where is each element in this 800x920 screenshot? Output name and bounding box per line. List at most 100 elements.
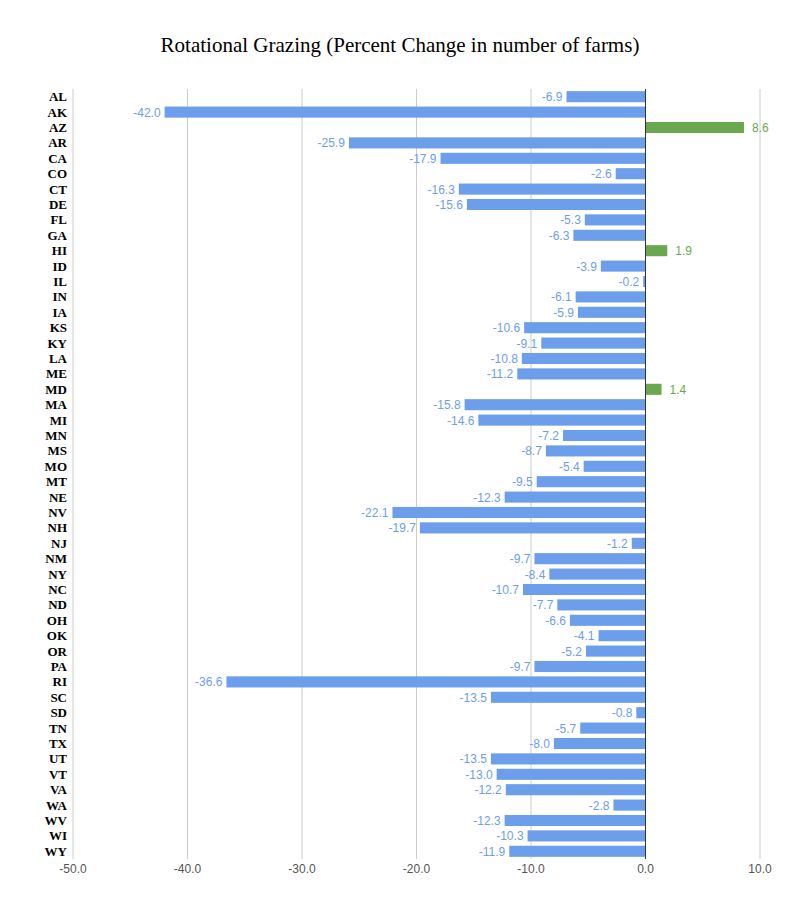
bar	[566, 91, 645, 102]
category-label: LA	[49, 351, 68, 366]
category-label: IN	[53, 289, 68, 304]
category-label: MS	[48, 443, 68, 458]
category-label: ID	[53, 259, 67, 274]
grid-line	[416, 89, 417, 859]
data-label: -12.2	[474, 783, 502, 797]
bar	[165, 107, 646, 118]
data-label: -25.9	[318, 136, 346, 150]
data-label: -13.0	[465, 768, 493, 782]
data-label: -13.5	[460, 691, 488, 705]
bar	[392, 507, 645, 518]
data-label: -11.2	[487, 367, 514, 381]
category-label: CO	[48, 166, 68, 181]
data-label: -6.3	[549, 229, 570, 243]
grid-line	[187, 89, 188, 859]
bar	[584, 461, 646, 472]
bar	[599, 630, 646, 641]
bar	[441, 153, 646, 164]
category-label: WI	[49, 828, 67, 843]
bar	[524, 322, 645, 333]
data-label: -6.1	[551, 290, 572, 304]
data-label: -9.7	[510, 660, 531, 674]
category-label: AL	[49, 89, 67, 104]
data-label: -5.3	[560, 213, 581, 227]
bar	[646, 384, 662, 395]
tick-label: 10.0	[748, 862, 772, 876]
category-label: AK	[48, 105, 68, 120]
bar	[465, 399, 646, 410]
bar	[226, 676, 645, 687]
bar	[467, 199, 646, 210]
category-label: NC	[48, 582, 67, 597]
data-label: -6.9	[542, 90, 563, 104]
category-label: IA	[53, 305, 68, 320]
category-label: GA	[48, 228, 68, 243]
bar	[646, 245, 668, 256]
bar	[573, 230, 645, 241]
data-label: -5.4	[559, 460, 580, 474]
data-label: -36.6	[195, 675, 223, 689]
data-label: -16.3	[428, 183, 456, 197]
data-label: 1.4	[670, 383, 687, 397]
bar	[522, 353, 646, 364]
bar	[549, 569, 645, 580]
data-label: -10.6	[493, 321, 521, 335]
category-label: SD	[50, 705, 67, 720]
category-label: PA	[51, 659, 68, 674]
bar	[537, 476, 646, 487]
data-label: -6.6	[545, 614, 566, 628]
data-label: -14.6	[447, 414, 475, 428]
bar	[491, 753, 646, 764]
title: Rotational Grazing (Percent Change in nu…	[161, 33, 640, 57]
category-label: TX	[49, 736, 68, 751]
category-label: MO	[45, 459, 67, 474]
tick-label: -40.0	[174, 862, 202, 876]
data-label: -15.6	[436, 198, 464, 212]
data-label: -1.2	[607, 537, 628, 551]
bar	[546, 445, 646, 456]
bar	[497, 769, 646, 780]
category-label: KS	[50, 320, 67, 335]
category-label: NV	[48, 505, 67, 520]
tick-label: -30.0	[288, 862, 316, 876]
data-label: -11.9	[479, 845, 506, 859]
data-label: -2.6	[591, 167, 612, 181]
data-label: -17.9	[409, 152, 437, 166]
tick-label: -20.0	[403, 862, 431, 876]
tick-label: -10.0	[517, 862, 545, 876]
category-label: AZ	[49, 120, 67, 135]
bar	[636, 707, 645, 718]
bar	[420, 522, 646, 533]
data-label: -10.3	[496, 829, 524, 843]
chart: Rotational Grazing (Percent Change in nu…	[0, 0, 800, 920]
category-label: CT	[49, 182, 67, 197]
data-label: -12.3	[473, 491, 501, 505]
category-label: NY	[48, 567, 67, 582]
bar	[586, 646, 646, 657]
grid-line	[645, 89, 646, 859]
category-label: WA	[46, 798, 68, 813]
category-label: UT	[49, 751, 67, 766]
bar	[563, 430, 645, 441]
category-label: HI	[52, 243, 67, 258]
bar	[613, 800, 645, 811]
data-label: -15.8	[433, 398, 461, 412]
tick-label: 0.0	[637, 862, 654, 876]
zero-line	[645, 89, 646, 859]
category-label: MI	[50, 413, 67, 428]
category-label: KY	[48, 336, 68, 351]
data-label: -13.5	[460, 752, 488, 766]
data-label: -10.8	[490, 352, 518, 366]
bar	[459, 184, 646, 195]
category-label: MA	[45, 397, 67, 412]
category-label: CA	[48, 151, 67, 166]
category-label: AR	[48, 135, 67, 150]
category-label: SC	[50, 690, 67, 705]
bar	[578, 307, 646, 318]
category-label: OR	[48, 644, 68, 659]
category-label: VT	[49, 767, 67, 782]
bar	[601, 261, 646, 272]
data-label: -0.8	[612, 706, 633, 720]
category-label: WV	[45, 813, 68, 828]
bar	[576, 291, 646, 302]
